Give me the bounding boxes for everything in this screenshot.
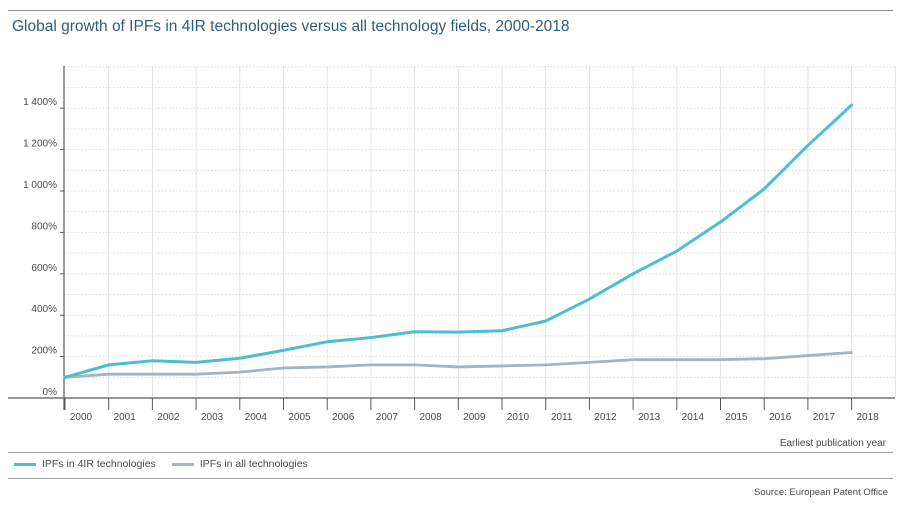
legend-swatch-4ir (14, 462, 36, 466)
x-tick-label: 2007 (376, 412, 399, 423)
legend-item-all: IPFs in all technologies (171, 458, 308, 470)
x-tick-label: 2013 (638, 412, 661, 423)
legend-divider-top (8, 452, 893, 453)
axes (8, 66, 895, 410)
x-tick-label: 2008 (419, 412, 442, 423)
series-lines (63, 103, 854, 379)
source-note: Source: European Patent Office (754, 487, 888, 498)
y-tick-label: 1 200% (23, 139, 57, 150)
x-tick-label: 2009 (463, 412, 486, 423)
x-tick-label: 2010 (507, 412, 530, 423)
y-tick-label: 1 000% (23, 180, 57, 191)
y-tick-label: 1 400% (23, 97, 57, 108)
x-tick-label: 2001 (114, 412, 137, 423)
x-tick-label: 2018 (856, 412, 879, 423)
grid (64, 66, 896, 398)
legend-swatch-all (171, 462, 194, 466)
x-tick-label: 2017 (813, 412, 836, 423)
x-tick-label: 2012 (594, 412, 617, 423)
x-tick-label: 2002 (157, 412, 180, 423)
x-axis-label: Earliest publication year (779, 438, 886, 449)
x-tick-label: 2016 (769, 412, 792, 423)
legend: IPFs in 4IR technologies IPFs in all tec… (14, 458, 324, 470)
chart-title: Global growth of IPFs in 4IR technologie… (12, 18, 570, 35)
x-axis-ticks: 2000 2001 2002 2003 2004 2005 2006 2007 2008 2009… (64, 398, 879, 423)
y-tick-label: 600% (31, 263, 57, 274)
x-tick-label: 2005 (288, 412, 311, 423)
legend-label-all: IPFs in all technologies (199, 458, 308, 470)
y-tick-label: 200% (31, 346, 57, 357)
x-tick-label: 2003 (201, 412, 224, 423)
series-line-4ir (63, 103, 854, 379)
y-axis-ticks: 0% 200% 400% 600% 800% 1 000% 1 200% 1 400% (23, 97, 64, 399)
x-tick-label: 2004 (245, 412, 268, 423)
x-tick-label: 2006 (332, 412, 355, 423)
legend-divider-bottom (8, 478, 893, 479)
x-tick-label: 2015 (725, 412, 748, 423)
x-tick-label: 2000 (70, 412, 93, 423)
legend-label-4ir: IPFs in 4IR technologies (42, 458, 156, 470)
y-tick-label: 0% (43, 387, 58, 398)
top-rule (8, 10, 893, 11)
x-tick-label: 2011 (551, 412, 573, 423)
series-line-all (63, 351, 853, 379)
x-tick-label: 2014 (682, 412, 705, 423)
y-tick-label: 400% (31, 304, 57, 315)
legend-item-4ir: IPFs in 4IR technologies (14, 458, 156, 470)
y-tick-label: 800% (31, 221, 57, 232)
